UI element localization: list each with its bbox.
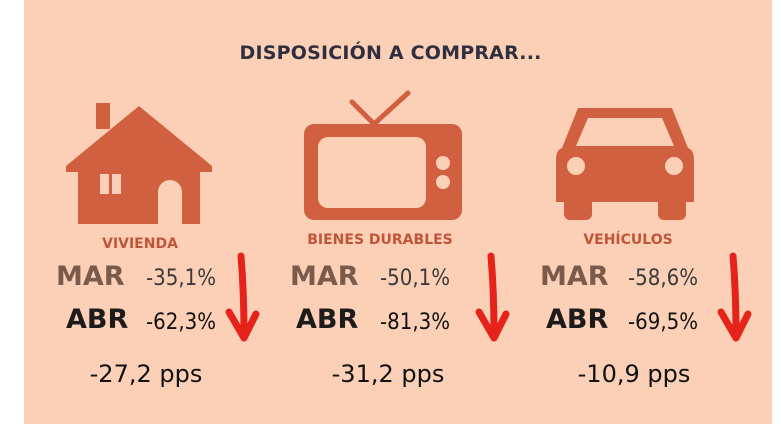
mar-key: MAR xyxy=(290,261,359,292)
down-arrow-icon xyxy=(475,252,510,342)
abr-key: ABR xyxy=(296,304,359,335)
abr-value: -81,3% xyxy=(380,310,451,335)
mar-key: MAR xyxy=(56,261,125,292)
mar-value: -35,1% xyxy=(146,266,217,291)
change-value: -27,2 pps xyxy=(89,360,203,388)
tv-icon xyxy=(304,90,462,220)
category-label: VIVIENDA xyxy=(102,236,178,252)
page-title: DISPOSICIÓN A COMPRAR... xyxy=(239,42,542,64)
down-arrow-icon xyxy=(717,252,752,342)
house-icon xyxy=(66,103,212,224)
abr-value: -69,5% xyxy=(628,310,699,335)
mar-value: -50,1% xyxy=(380,266,451,291)
car-icon xyxy=(556,108,694,220)
category-label: VEHÍCULOS xyxy=(583,232,673,248)
change-value: -10,9 pps xyxy=(577,360,691,388)
change-value: -31,2 pps xyxy=(331,360,445,388)
mar-key: MAR xyxy=(540,261,609,292)
mar-value: -58,6% xyxy=(628,266,699,291)
abr-key: ABR xyxy=(66,304,129,335)
abr-key: ABR xyxy=(546,304,609,335)
abr-value: -62,3% xyxy=(146,310,217,335)
category-label: BIENES DURABLES xyxy=(307,232,453,248)
down-arrow-icon xyxy=(225,252,260,342)
